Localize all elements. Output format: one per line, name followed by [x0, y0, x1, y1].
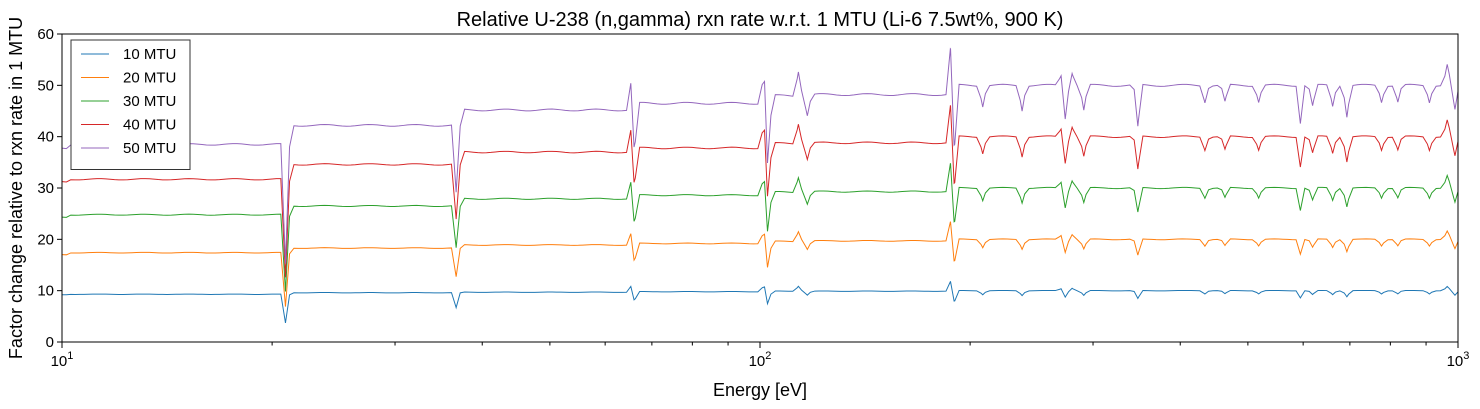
- y-tick-label: 30: [37, 180, 54, 197]
- y-tick-label: 20: [37, 231, 54, 248]
- series-line-4: [61, 104, 1459, 278]
- legend-label: 20 MTU: [123, 70, 176, 87]
- chart-title: Relative U-238 (n,gamma) rxn rate w.r.t.…: [457, 9, 1064, 31]
- legend: 10 MTU 20 MTU 30 MTU 40 MTU 50 MTU: [70, 39, 191, 170]
- legend-label: 10 MTU: [123, 46, 176, 63]
- y-tick-label: 10: [37, 283, 54, 300]
- x-axis-label: Energy [eV]: [713, 380, 807, 400]
- series-line-2: [61, 221, 1459, 307]
- x-tick-label: 102: [749, 350, 772, 370]
- y-tick-label: 0: [46, 334, 54, 351]
- x-axis: 101 102 103: [51, 342, 1470, 370]
- legend-label: 30 MTU: [123, 93, 176, 110]
- y-tick-label: 40: [37, 129, 54, 146]
- x-tick-label: 101: [51, 350, 74, 370]
- y-axis-label: Factor change relative to rxn rate in 1 …: [6, 17, 26, 359]
- legend-label: 50 MTU: [123, 140, 176, 157]
- y-tick-label: 50: [37, 77, 54, 94]
- y-tick-label: 60: [37, 26, 54, 43]
- legend-box: [70, 39, 191, 170]
- series-line-5: [61, 47, 1459, 264]
- legend-label: 40 MTU: [123, 117, 176, 134]
- x-tick-label: 103: [1447, 350, 1470, 370]
- plot-frame: [61, 33, 1459, 343]
- series-line-3: [61, 162, 1459, 292]
- plot-area: [61, 47, 1459, 324]
- series-line-1: [61, 281, 1459, 324]
- y-axis: 0 10 20 30 40 50 60: [37, 26, 62, 351]
